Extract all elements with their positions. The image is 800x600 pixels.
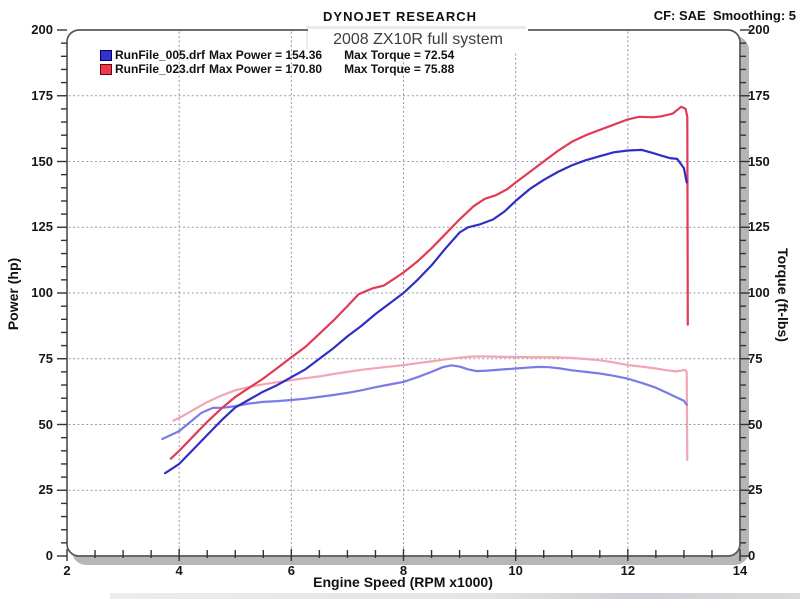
power-tick-label: 75 bbox=[38, 350, 53, 366]
torque-tick-label: 50 bbox=[748, 416, 763, 432]
power-tick-label: 175 bbox=[31, 87, 53, 103]
rpm-tick-label: 6 bbox=[287, 563, 295, 578]
rpm-axis-label: Engine Speed (RPM x1000) bbox=[313, 574, 493, 590]
power-tick-label: 25 bbox=[38, 482, 53, 498]
power-tick-label: 125 bbox=[31, 219, 53, 235]
torque-tick-label: 200 bbox=[748, 22, 770, 37]
rpm-tick-label: 14 bbox=[732, 563, 748, 578]
rpm-tick-label: 8 bbox=[399, 563, 408, 578]
torque-tick-label: 150 bbox=[748, 153, 770, 169]
rpm-tick-label: 4 bbox=[175, 563, 183, 578]
torque-tick-label: 0 bbox=[748, 548, 756, 563]
legend-row-run005: RunFile_005.drf Max Power = 154.36 Max T… bbox=[100, 48, 454, 62]
brand-header: DYNOJET RESEARCH bbox=[323, 9, 477, 24]
run023-max-power-label: Max Power = 170.80 bbox=[209, 62, 323, 76]
bottom-window-edge bbox=[110, 593, 800, 599]
run005-color-swatch-icon bbox=[100, 49, 112, 61]
torque-tick-label: 75 bbox=[748, 350, 763, 366]
run023-max-torque-label: Max Torque = 75.88 bbox=[344, 62, 455, 76]
rpm-tick-label: 12 bbox=[620, 563, 636, 578]
curve-runfile-023-torque bbox=[172, 355, 689, 462]
run005-file-label: RunFile_005.drf bbox=[115, 48, 206, 62]
correction-smoothing-label: CF: SAE Smoothing: 5 bbox=[653, 8, 796, 23]
curve-runfile-023-power bbox=[169, 105, 689, 460]
curve-runfile-005-torque bbox=[161, 364, 688, 441]
power-tick-label: 0 bbox=[45, 548, 53, 563]
curve-runfile-005-power bbox=[164, 148, 688, 475]
run023-file-label: RunFile_023.drf bbox=[115, 62, 206, 76]
run023-color-swatch-icon bbox=[100, 63, 112, 75]
legend: RunFile_005.drf Max Power = 154.36 Max T… bbox=[100, 48, 454, 76]
power-tick-label: 100 bbox=[31, 285, 53, 300]
power-tick-label: 150 bbox=[31, 153, 53, 169]
run005-max-torque-label: Max Torque = 72.54 bbox=[344, 48, 455, 62]
torque-tick-label: 125 bbox=[748, 219, 770, 235]
rpm-tick-label: 10 bbox=[508, 563, 523, 578]
run005-max-power-label: Max Power = 154.36 bbox=[209, 48, 323, 62]
power-tick-label: 200 bbox=[31, 22, 53, 37]
rpm-tick-label: 2 bbox=[63, 563, 71, 578]
torque-tick-label: 25 bbox=[748, 482, 763, 498]
legend-row-run023: RunFile_023.drf Max Power = 170.80 Max T… bbox=[100, 62, 454, 76]
torque-tick-label: 175 bbox=[748, 87, 770, 103]
power-tick-label: 50 bbox=[38, 416, 53, 432]
torque-tick-label: 100 bbox=[748, 285, 770, 300]
chart-title: 2008 ZX10R full system bbox=[308, 29, 528, 52]
